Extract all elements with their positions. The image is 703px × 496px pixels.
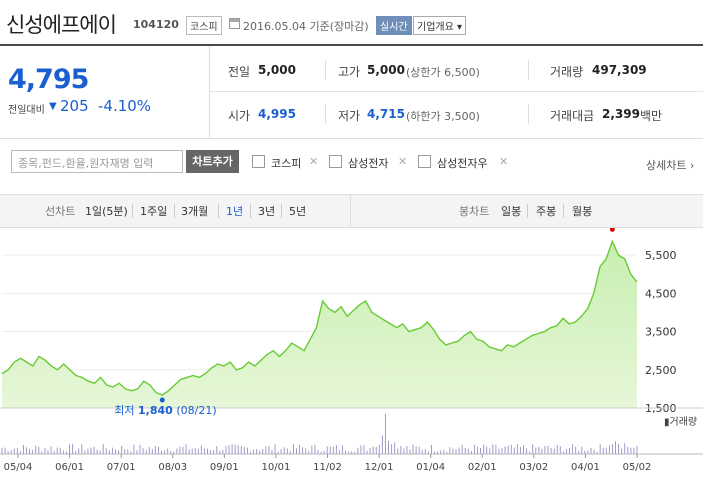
high-value: 5,000 — [367, 63, 405, 77]
change-percent: -4.10% — [98, 97, 152, 115]
close-icon[interactable]: ✕ — [398, 155, 408, 168]
x-tick-label: 09/01 — [210, 462, 239, 473]
trade-value-unit: 백만 — [640, 109, 663, 123]
y-tick-label: 5,500 — [645, 249, 677, 262]
compare-search-input[interactable]: 종목,펀드,환율,원자재명 입력 — [11, 150, 183, 173]
min-label: 최저 1,840 (08/21) — [114, 404, 216, 417]
divider — [527, 204, 528, 218]
down-arrow-icon: ▼ — [49, 101, 57, 112]
x-tick-label: 11/02 — [313, 462, 342, 473]
period-3year[interactable]: 3년 — [258, 205, 276, 218]
divider — [210, 91, 703, 92]
y-tick-label: 3,500 — [645, 326, 677, 339]
low-label: 저가 — [338, 109, 361, 123]
period-1year[interactable]: 1년 — [226, 205, 244, 218]
x-tick-label: 05/04 — [4, 462, 33, 473]
period-5year[interactable]: 5년 — [289, 205, 307, 218]
period-bar — [0, 194, 703, 228]
change-label: 전일대비 — [8, 105, 45, 116]
corp-info-dropdown[interactable]: 기업개요 ▾ — [413, 16, 466, 35]
x-tick-label: 03/02 — [519, 462, 548, 473]
detail-chart-link[interactable]: 상세차트 › — [646, 159, 695, 172]
realtime-button[interactable]: 실시간 — [376, 16, 412, 35]
divider — [209, 46, 210, 138]
high-label: 고가 — [338, 65, 361, 79]
divider — [350, 194, 351, 228]
price-area — [2, 241, 637, 408]
x-tick-label: 10/01 — [262, 462, 291, 473]
period-1week[interactable]: 1주일 — [140, 205, 168, 218]
divider — [563, 204, 564, 218]
candle-chart-label: 봉차트 — [459, 205, 490, 218]
candle-monthly[interactable]: 월봉 — [572, 205, 593, 218]
add-chart-button[interactable]: 차트추가 — [186, 150, 239, 173]
change-value: 205 — [60, 97, 89, 115]
line-chart-label: 선차트 — [45, 205, 76, 218]
current-price: 4,795 — [8, 64, 89, 95]
market-badge: 코스피 — [186, 16, 222, 35]
volume-legend: ▮거래량 — [664, 416, 697, 428]
date-info: 2016.05.04 기준(장마감) — [243, 20, 369, 33]
x-tick-label: 05/02 — [623, 462, 652, 473]
period-3month[interactable]: 3개월 — [181, 205, 209, 218]
close-icon[interactable]: ✕ — [309, 155, 319, 168]
compare-checkbox-samsung-pref[interactable] — [418, 155, 431, 168]
open-value: 4,995 — [258, 107, 296, 121]
divider — [281, 204, 282, 218]
divider — [250, 204, 251, 218]
y-tick-label: 4,500 — [645, 287, 677, 300]
x-tick-label: 06/01 — [55, 462, 84, 473]
x-tick-label: 02/01 — [468, 462, 497, 473]
x-tick-label: 08/03 — [158, 462, 187, 473]
period-1day[interactable]: 1일(5분) — [85, 205, 128, 218]
divider — [132, 204, 133, 218]
close-icon[interactable]: ✕ — [499, 155, 509, 168]
lower-limit: (하한가 3,500) — [406, 110, 480, 123]
trade-value-label: 거래대금 — [550, 109, 595, 123]
prev-close-label: 전일 — [228, 65, 251, 79]
divider — [218, 204, 219, 218]
divider — [528, 104, 529, 124]
stock-name: 신성에프에이 — [6, 13, 117, 37]
candle-weekly[interactable]: 주봉 — [536, 205, 557, 218]
candle-daily[interactable]: 일봉 — [501, 205, 522, 218]
compare-item-label: 삼성전자우 — [437, 157, 488, 170]
volume-value: 497,309 — [592, 63, 647, 77]
x-tick-label: 04/01 — [571, 462, 600, 473]
open-label: 시가 — [228, 109, 251, 123]
x-tick-label: 12/01 — [365, 462, 394, 473]
divider — [325, 104, 326, 124]
y-tick-label: 2,500 — [645, 364, 677, 377]
min-marker — [159, 397, 165, 403]
stock-code: 104120 — [133, 18, 179, 31]
calendar-icon — [229, 18, 240, 29]
x-tick-label: 01/04 — [416, 462, 445, 473]
divider — [528, 60, 529, 80]
x-tick-label: 07/01 — [107, 462, 136, 473]
max-marker — [609, 228, 615, 232]
compare-checkbox-samsung[interactable] — [329, 155, 342, 168]
prev-close-value: 5,000 — [258, 63, 296, 77]
divider — [325, 60, 326, 80]
header-divider — [0, 44, 703, 46]
price-line — [1, 239, 638, 396]
volume-label: 거래량 — [550, 65, 584, 79]
compare-checkbox-kospi[interactable] — [252, 155, 265, 168]
trade-value: 2,399 — [602, 107, 640, 121]
compare-item-label: 삼성전자 — [348, 157, 389, 170]
low-value: 4,715 — [367, 107, 405, 121]
upper-limit: (상한가 6,500) — [406, 66, 480, 79]
compare-item-label: 코스피 — [271, 157, 302, 170]
divider — [0, 138, 703, 139]
divider — [174, 204, 175, 218]
